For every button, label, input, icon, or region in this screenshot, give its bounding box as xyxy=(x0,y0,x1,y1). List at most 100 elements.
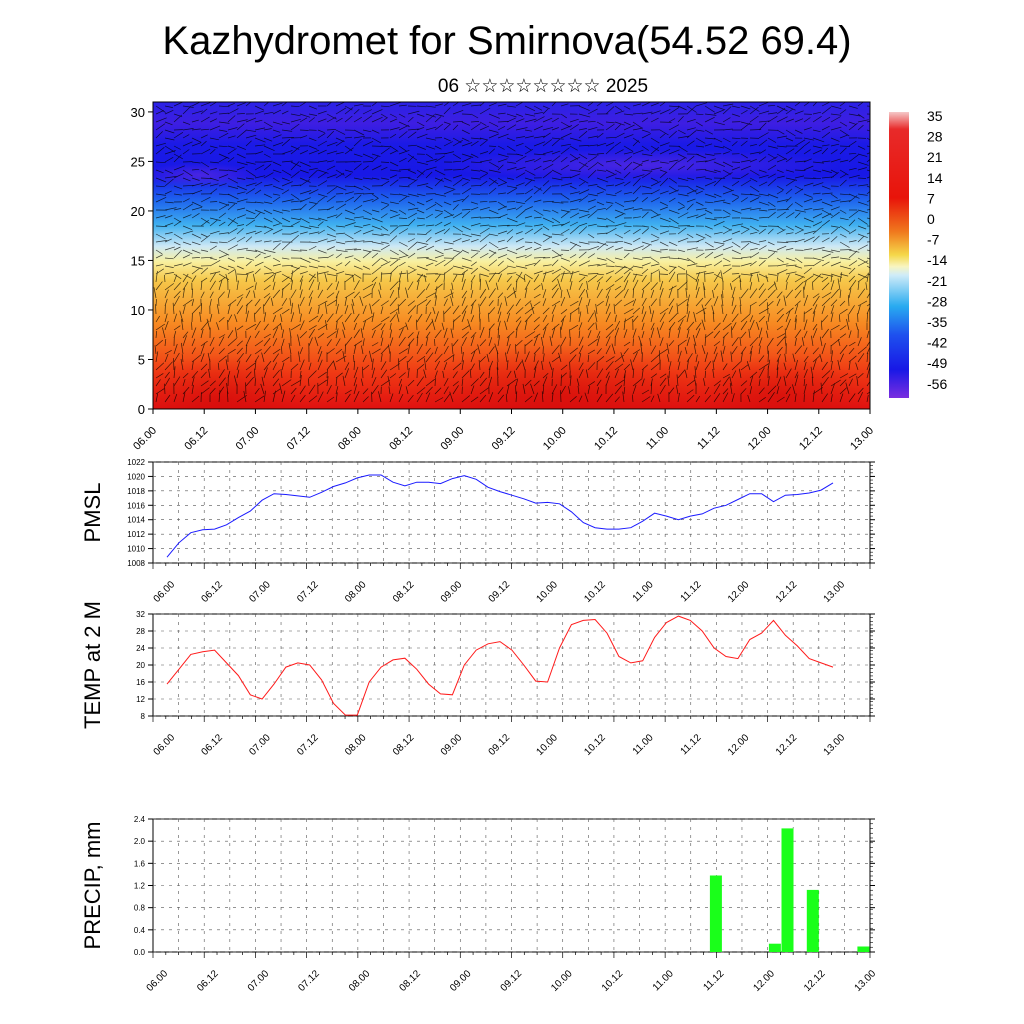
wind-barb xyxy=(416,170,426,179)
wind-barb xyxy=(425,236,432,243)
wind-barb xyxy=(425,262,434,267)
wind-barb xyxy=(830,288,840,299)
wind-barb xyxy=(443,267,454,275)
wind-barb xyxy=(830,274,833,283)
wind-barb xyxy=(821,125,830,131)
wind-barb xyxy=(272,242,281,251)
wind-barb xyxy=(182,281,189,291)
wind-barb xyxy=(326,292,335,299)
wind-barb xyxy=(767,104,776,107)
wind-barb xyxy=(380,113,388,119)
wind-barb xyxy=(632,257,643,261)
wind-barb xyxy=(839,102,847,107)
wind-barb xyxy=(290,289,297,299)
wind-barb xyxy=(650,177,659,182)
wind-barb xyxy=(470,216,481,219)
wind-barb xyxy=(380,379,391,387)
wind-barb xyxy=(703,378,706,387)
wind-barb xyxy=(470,350,476,363)
wind-barb xyxy=(641,129,650,133)
wind-barb xyxy=(830,227,839,235)
wind-barb xyxy=(389,265,399,275)
wind-barb xyxy=(434,209,443,213)
wind-barb xyxy=(830,211,840,219)
wind-barb xyxy=(236,247,249,251)
wind-barb xyxy=(461,187,472,195)
wind-barb xyxy=(371,177,380,180)
wind-barb xyxy=(353,329,360,339)
wind-barb xyxy=(650,146,660,155)
wind-barb xyxy=(443,137,451,142)
wind-barb xyxy=(641,117,649,123)
wind-barb xyxy=(839,109,847,115)
wind-barb xyxy=(155,185,165,188)
wind-barb xyxy=(236,340,243,347)
wind-barb xyxy=(290,184,302,187)
wind-barb xyxy=(611,343,616,355)
wind-barb xyxy=(758,378,761,387)
wind-barb xyxy=(380,257,388,263)
wind-barb xyxy=(704,263,712,267)
wind-barb xyxy=(191,241,201,246)
wind-barb xyxy=(605,193,617,197)
wind-barb xyxy=(461,137,470,142)
wind-barb xyxy=(739,280,742,291)
wind-barb xyxy=(847,313,850,323)
wind-barb xyxy=(812,387,823,395)
wind-barb xyxy=(389,393,394,403)
wind-barb xyxy=(749,386,753,395)
wind-barb xyxy=(326,348,335,355)
wind-barb xyxy=(362,229,374,235)
wind-barb xyxy=(342,329,346,339)
wind-barb xyxy=(758,201,770,206)
wind-barb xyxy=(623,121,631,126)
x-tick-label: 10.12 xyxy=(600,968,626,994)
wind-barb xyxy=(533,347,541,355)
wind-barb xyxy=(225,273,229,283)
wind-barb xyxy=(164,109,174,115)
wind-barb xyxy=(155,193,167,196)
wind-barb xyxy=(641,192,654,195)
wind-barb xyxy=(461,278,466,291)
wind-barb xyxy=(623,151,634,155)
wind-barb xyxy=(785,129,796,137)
wind-barb xyxy=(704,217,717,221)
wind-barb xyxy=(506,290,517,299)
wind-barb xyxy=(614,285,622,291)
wind-barb xyxy=(154,345,157,355)
wind-barb xyxy=(767,392,775,403)
wind-barb xyxy=(693,343,697,355)
wind-barb xyxy=(650,249,662,253)
wind-barb xyxy=(758,345,761,355)
wind-barb xyxy=(848,229,857,235)
wind-barb xyxy=(794,160,807,163)
wind-barb xyxy=(812,355,821,363)
wind-barb xyxy=(452,273,464,275)
wind-barb xyxy=(524,206,533,211)
wind-barb xyxy=(263,312,267,323)
wind-barb xyxy=(623,134,634,139)
wind-barb xyxy=(767,273,777,276)
wind-barb xyxy=(425,392,431,403)
wind-barb xyxy=(434,116,442,123)
wind-barb xyxy=(209,118,218,123)
wind-barb xyxy=(803,294,809,307)
wind-barb xyxy=(209,188,218,195)
wind-barb xyxy=(416,356,426,363)
wind-barb xyxy=(803,141,811,147)
wind-barb xyxy=(677,193,689,197)
wind-barb xyxy=(317,172,327,179)
wind-barb xyxy=(245,362,256,371)
wind-barb xyxy=(623,315,634,323)
wind-barb xyxy=(605,284,615,291)
wind-barb xyxy=(488,177,499,185)
wind-barb xyxy=(650,345,657,355)
wind-barb xyxy=(848,279,857,291)
wind-barb xyxy=(272,338,278,347)
wind-barb xyxy=(857,153,868,157)
wind-barb xyxy=(614,132,625,139)
wind-barb xyxy=(254,201,264,204)
wind-barb xyxy=(622,391,625,403)
wind-barb xyxy=(290,161,300,171)
